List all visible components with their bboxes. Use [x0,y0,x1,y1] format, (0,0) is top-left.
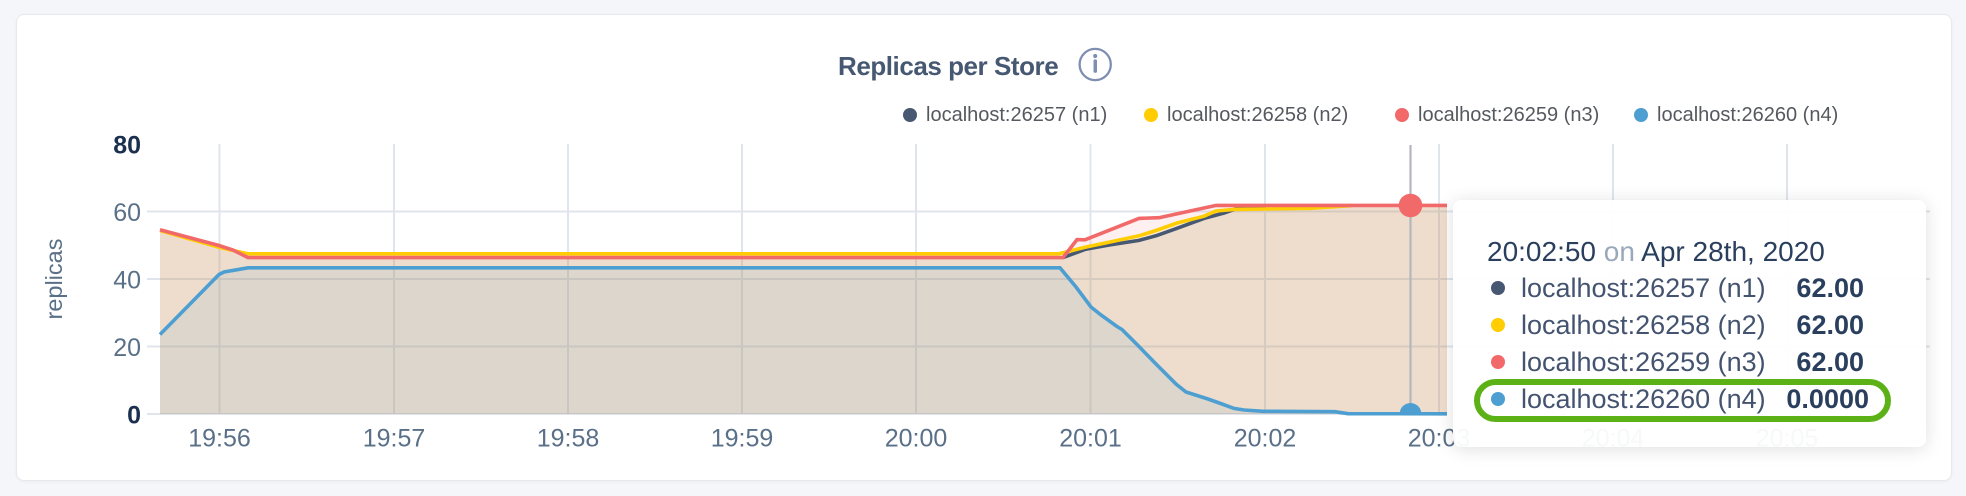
svg-text:replicas: replicas [41,239,67,320]
svg-text:20: 20 [113,334,141,362]
svg-text:40: 40 [113,267,141,295]
svg-text:0: 0 [127,402,141,430]
svg-text:19:56: 19:56 [188,425,251,453]
svg-text:19:59: 19:59 [711,425,774,453]
svg-text:20:01: 20:01 [1059,425,1122,453]
svg-text:20:02: 20:02 [1234,425,1297,453]
svg-text:60: 60 [113,199,141,227]
svg-text:80: 80 [113,132,141,160]
svg-text:19:58: 19:58 [537,425,600,453]
svg-text:20:00: 20:00 [885,425,948,453]
svg-text:19:57: 19:57 [363,425,426,453]
